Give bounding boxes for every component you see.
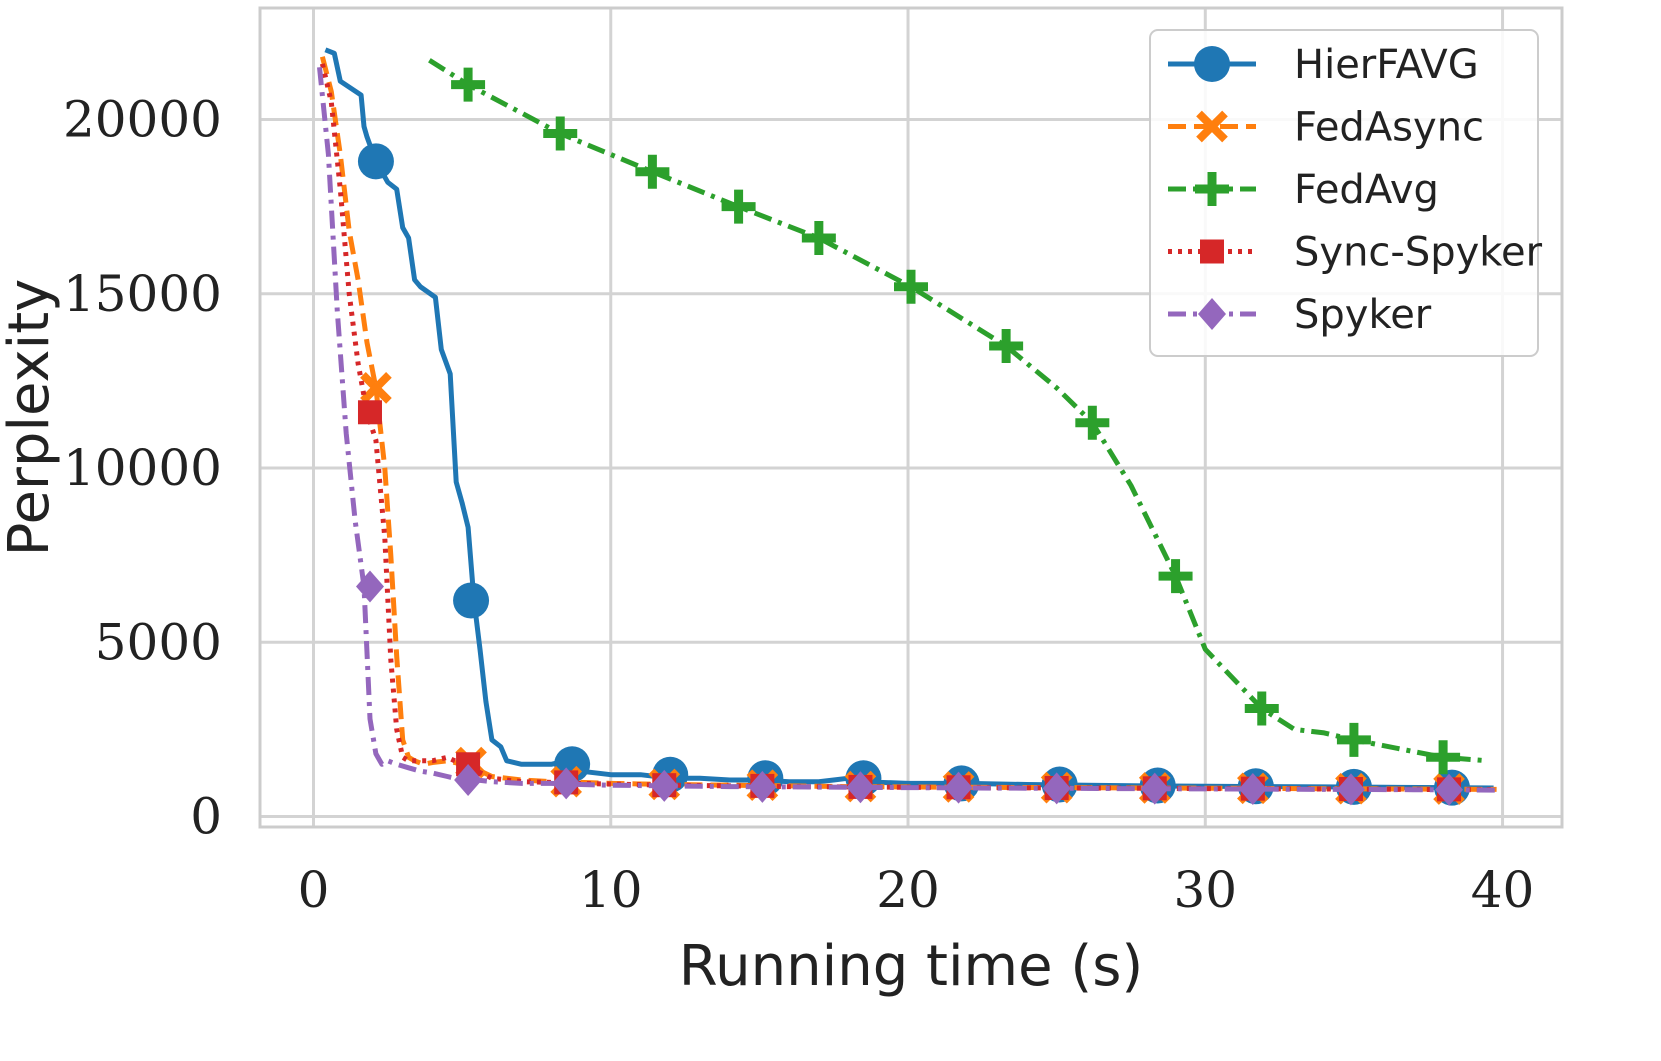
data-point-fedavg: [894, 269, 928, 304]
data-point-spyker: [1238, 773, 1267, 806]
legend-swatch-marker: [1198, 298, 1226, 330]
data-point-fedasync: [360, 372, 392, 404]
tick-labels: 0 10 20 30 40 0 5000 10000 15000 20000: [63, 91, 1534, 919]
data-point-sync-spyker: [357, 400, 382, 425]
legend-item-sync-spyker: Sync-Spyker: [1168, 230, 1543, 276]
legend-swatch-marker-stroke-b: [1196, 110, 1228, 143]
legend: HierFAVG FedAsync FedAvg Sync-Spyker Spyker: [1149, 29, 1543, 357]
data-point-spyker-shape: [944, 771, 973, 804]
legend-swatch-marker: [1195, 172, 1229, 206]
legend-swatch-marker-shape: [1200, 239, 1224, 264]
series-line-hierfavg: [324, 47, 1494, 791]
y-tick-label: 20000: [63, 91, 222, 149]
data-point-spyker: [355, 570, 384, 603]
x-tick-label: 30: [1173, 861, 1237, 919]
data-point-spyker-shape: [748, 770, 777, 803]
series-spyker: [317, 66, 1497, 806]
data-point-spyker-shape: [1435, 773, 1464, 806]
legend-swatch-marker-shape: [1198, 298, 1226, 330]
y-tick-label: 15000: [63, 265, 222, 323]
legend-label: FedAvg: [1294, 167, 1439, 213]
x-tick-label: 10: [579, 861, 643, 919]
data-point-spyker-shape: [355, 570, 384, 603]
x-axis-label: Running time (s): [679, 934, 1143, 999]
data-point-fedavg: [543, 116, 578, 151]
data-point-hierfavg: [357, 143, 394, 180]
series-fedavg: [428, 58, 1488, 775]
data-point-spyker: [650, 769, 679, 802]
data-point-hierfavg: [453, 582, 490, 619]
legend-label: Spyker: [1294, 292, 1432, 338]
data-point-fedavg: [1426, 740, 1461, 775]
data-point-spyker: [1336, 773, 1365, 806]
legend-swatch-marker: [1200, 239, 1224, 264]
data-point-fedavg: [635, 154, 670, 189]
x-tick-label: 20: [876, 861, 940, 919]
data-point-spyker-shape: [846, 771, 875, 804]
data-point-hierfavg-shape: [357, 143, 394, 180]
data-point-spyker: [552, 767, 581, 800]
legend-label: HierFAVG: [1294, 42, 1479, 88]
legend-item-fedasync: FedAsync: [1168, 105, 1484, 151]
data-point-fedasync-stroke-b: [360, 372, 392, 404]
data-point-spyker-shape: [552, 767, 581, 800]
data-point-fedavg: [1336, 722, 1371, 757]
data-point-spyker: [1042, 772, 1071, 805]
data-point-fedavg: [451, 67, 486, 102]
data-point-fedavg: [801, 221, 836, 256]
data-point-spyker-shape: [454, 763, 483, 796]
data-point-spyker: [1140, 772, 1169, 805]
data-point-spyker: [748, 770, 777, 803]
y-tick-label: 10000: [63, 439, 222, 497]
data-point-spyker-shape: [650, 769, 679, 802]
data-point-fedavg: [1158, 559, 1193, 594]
data-point-hierfavg-shape: [453, 582, 490, 619]
y-axis-label: Perplexity: [0, 279, 62, 557]
data-point-spyker: [846, 771, 875, 804]
data-point-fedavg: [721, 189, 756, 224]
data-point-spyker: [1435, 773, 1464, 806]
data-point-fedavg: [989, 329, 1024, 364]
data-point-sync-spyker-shape: [357, 400, 382, 425]
legend-swatch-marker-shape: [1194, 46, 1230, 82]
legend-item-spyker: Spyker: [1168, 292, 1432, 338]
x-tick-label: 0: [298, 861, 330, 919]
legend-item-fedavg: FedAvg: [1168, 167, 1439, 213]
legend-swatch-marker: [1196, 110, 1228, 143]
data-point-spyker-shape: [1238, 773, 1267, 806]
x-tick-label: 40: [1471, 861, 1535, 919]
data-point-fedavg: [1244, 691, 1279, 726]
legend-box: [1149, 29, 1539, 357]
data-point-spyker-shape: [1042, 772, 1071, 805]
data-point-fedavg: [1075, 405, 1110, 440]
legend-swatch-marker: [1194, 46, 1230, 82]
legend-item-hierfavg: HierFAVG: [1168, 42, 1479, 88]
series-layer: [317, 47, 1497, 806]
data-point-spyker: [944, 771, 973, 804]
series-line-spyker: [317, 66, 1497, 793]
data-point-spyker-shape: [1140, 772, 1169, 805]
y-tick-label: 5000: [95, 613, 222, 671]
legend-label: FedAsync: [1294, 105, 1484, 151]
data-point-spyker-shape: [1336, 773, 1365, 806]
data-point-spyker: [454, 763, 483, 796]
plot-frame: [258, 6, 1564, 829]
legend-label: Sync-Spyker: [1294, 230, 1543, 276]
y-tick-label: 0: [190, 788, 222, 846]
